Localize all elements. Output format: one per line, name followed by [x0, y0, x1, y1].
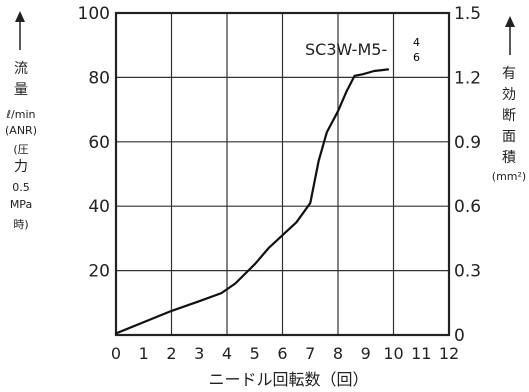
y-right-tick-labels: 0 0.3 0.6 0.9 1.2 1.5: [454, 4, 481, 346]
y-right-tick-label: 0: [454, 326, 465, 346]
x-tick-label: 0: [111, 344, 121, 363]
grid: [116, 13, 449, 335]
x-tick-label: 5: [250, 344, 260, 363]
y-left-label-line: 流: [14, 61, 28, 77]
x-tick-label: 4: [222, 344, 232, 363]
x-tick-label: 10: [383, 344, 403, 363]
y-right-tick-label: 0.6: [454, 197, 481, 217]
y-left-axis-label: 流量 ℓ/min (ANR) (圧力 0.5 MPa 時): [5, 11, 37, 231]
y-left-label-line: 量: [14, 82, 28, 98]
x-tick-label: 1: [139, 344, 149, 363]
y-left-tick-label: 40: [88, 197, 110, 217]
y-left-label-line: (圧: [13, 143, 28, 156]
x-tick-label: 6: [277, 344, 287, 363]
y-right-label-line: 効: [502, 87, 516, 103]
y-left-label-line: ℓ/min: [6, 108, 36, 121]
y-left-tick-label: 100: [78, 4, 110, 24]
y-right-label-line: 積: [502, 150, 516, 166]
y-left-arrow-head: [15, 11, 25, 22]
x-tick-label: 12: [439, 344, 459, 363]
y-right-arrow-head: [505, 16, 515, 27]
annotation-base: SC3W-M5-: [305, 40, 387, 59]
y-left-tick-labels: 20 40 60 80 100: [78, 4, 110, 282]
x-axis-label: ニードル回転数（回）: [208, 370, 368, 389]
y-left-label-line: 力: [14, 159, 28, 175]
y-right-tick-label: 0.3: [454, 262, 481, 282]
y-left-tick-label: 80: [88, 68, 110, 88]
y-right-label-line: (mm²): [492, 170, 526, 183]
y-right-label-line: 有: [502, 66, 516, 82]
y-left-label-line: MPa: [10, 198, 32, 211]
x-tick-label: 7: [305, 344, 315, 363]
annotation-sup: 4: [413, 36, 420, 49]
series-line-0: [114, 68, 390, 335]
y-left-tick-label: 60: [88, 133, 110, 153]
y-right-tick-label: 1.5: [454, 4, 481, 24]
plot-frame: [114, 11, 451, 337]
x-tick-labels: 0 1 2 3 4 5 6 7 8 9 10 11 12: [111, 344, 459, 363]
x-tick-label: 3: [194, 344, 204, 363]
plot-border: [114, 11, 451, 337]
model-annotation: SC3W-M5-: [305, 40, 387, 59]
annotation-sub: 6: [413, 51, 420, 64]
y-right-label-line: 断: [502, 108, 516, 124]
x-tick-label: 8: [333, 344, 343, 363]
y-right-tick-label: 1.2: [454, 68, 481, 88]
y-left-label-line: 時): [13, 218, 28, 231]
y-right-tick-label: 0.9: [454, 133, 481, 153]
x-tick-label: 11: [411, 344, 431, 363]
y-left-label-line: 0.5: [12, 181, 30, 194]
x-tick-label: 9: [361, 344, 371, 363]
y-left-label-line: (ANR): [5, 124, 37, 137]
y-left-tick-label: 20: [88, 262, 110, 282]
series-group: [114, 68, 390, 335]
y-right-label-line: 面: [502, 129, 516, 145]
x-tick-label: 2: [166, 344, 176, 363]
